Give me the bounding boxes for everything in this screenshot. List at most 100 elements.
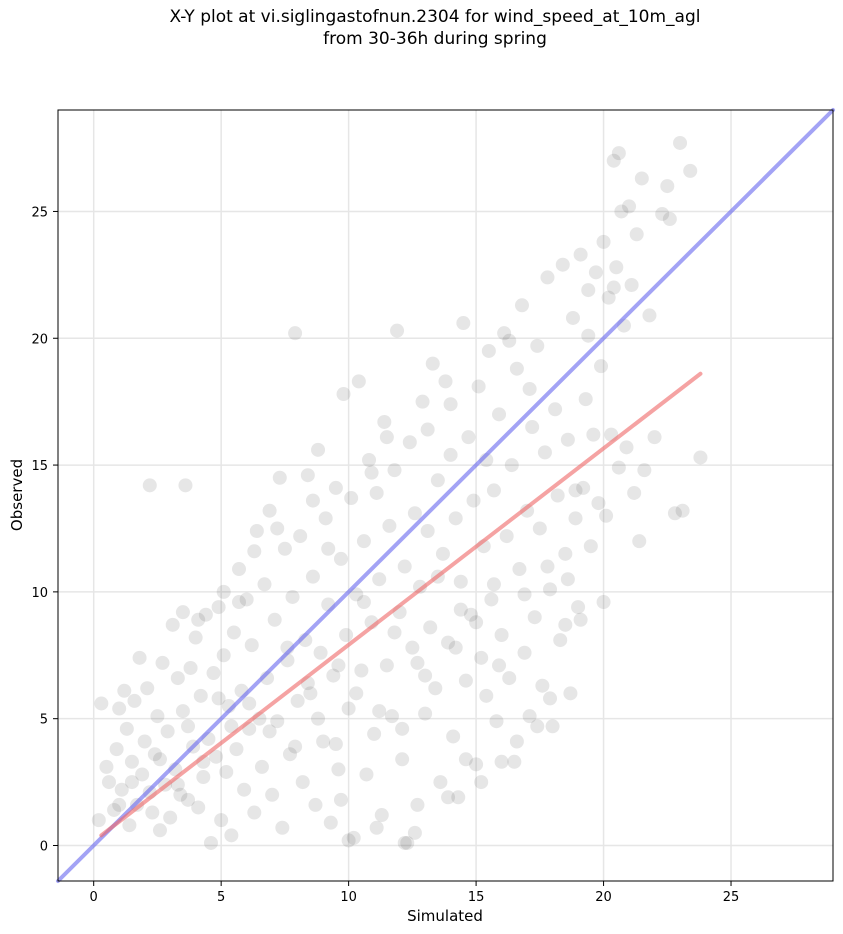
data-point bbox=[525, 420, 540, 435]
data-point bbox=[170, 671, 185, 686]
data-point bbox=[614, 204, 629, 219]
data-point bbox=[555, 257, 570, 272]
data-point bbox=[586, 427, 601, 442]
data-point bbox=[673, 135, 688, 150]
data-point bbox=[637, 463, 652, 478]
x-axis-label: Simulated bbox=[407, 907, 483, 925]
data-point bbox=[395, 752, 410, 767]
data-point bbox=[339, 627, 354, 642]
data-point bbox=[530, 719, 545, 734]
data-point bbox=[517, 587, 532, 602]
data-point bbox=[203, 835, 218, 850]
data-point bbox=[407, 506, 422, 521]
data-point bbox=[565, 310, 580, 325]
data-point bbox=[359, 767, 374, 782]
data-point bbox=[545, 719, 560, 734]
data-point bbox=[308, 797, 323, 812]
data-point bbox=[469, 757, 484, 772]
data-point bbox=[428, 681, 443, 696]
data-point bbox=[367, 726, 382, 741]
data-point bbox=[122, 818, 137, 833]
data-point bbox=[145, 805, 160, 820]
data-point bbox=[423, 620, 438, 635]
data-point bbox=[499, 529, 514, 544]
data-point bbox=[232, 562, 247, 577]
data-point bbox=[486, 577, 501, 592]
data-point bbox=[117, 683, 132, 698]
chart-subtitle: from 30-36h during spring bbox=[323, 29, 547, 49]
data-point bbox=[372, 704, 387, 719]
data-point bbox=[193, 688, 208, 703]
data-point bbox=[387, 625, 402, 640]
data-point bbox=[667, 506, 682, 521]
data-point bbox=[405, 640, 420, 655]
data-point bbox=[448, 511, 463, 526]
data-point bbox=[606, 280, 621, 295]
data-point bbox=[275, 820, 290, 835]
data-point bbox=[642, 308, 657, 323]
data-point bbox=[206, 666, 221, 681]
data-point bbox=[237, 782, 252, 797]
data-point bbox=[224, 828, 239, 843]
y-tick-label: 25 bbox=[31, 205, 48, 220]
data-point bbox=[313, 645, 328, 660]
data-point bbox=[244, 638, 259, 653]
data-point bbox=[591, 496, 606, 511]
data-point bbox=[333, 551, 348, 566]
data-point bbox=[573, 247, 588, 262]
data-point bbox=[588, 265, 603, 280]
data-point bbox=[441, 790, 456, 805]
data-point bbox=[471, 379, 486, 394]
data-point bbox=[624, 277, 639, 292]
data-point bbox=[522, 381, 537, 396]
data-point bbox=[497, 326, 512, 341]
data-point bbox=[369, 485, 384, 500]
data-point bbox=[390, 323, 405, 338]
x-tick-label: 10 bbox=[340, 890, 357, 905]
data-point bbox=[438, 374, 453, 389]
data-point bbox=[568, 511, 583, 526]
grid-lines bbox=[58, 110, 833, 881]
y-axis-label: Observed bbox=[8, 459, 26, 531]
data-point bbox=[224, 719, 239, 734]
data-point bbox=[522, 709, 537, 724]
data-point bbox=[520, 503, 535, 518]
data-point bbox=[321, 541, 336, 556]
data-point bbox=[181, 719, 196, 734]
data-point bbox=[599, 508, 614, 523]
data-point bbox=[540, 270, 555, 285]
data-point bbox=[163, 810, 178, 825]
data-point bbox=[558, 617, 573, 632]
data-point bbox=[571, 600, 586, 615]
data-point bbox=[112, 797, 127, 812]
data-point bbox=[112, 701, 127, 716]
data-point bbox=[178, 478, 193, 493]
data-point bbox=[683, 163, 698, 178]
data-point bbox=[254, 759, 269, 774]
data-point bbox=[410, 797, 425, 812]
data-point bbox=[402, 435, 417, 450]
data-point bbox=[611, 146, 626, 161]
data-point bbox=[318, 511, 333, 526]
data-point bbox=[512, 562, 527, 577]
data-point bbox=[349, 686, 364, 701]
data-point bbox=[622, 199, 637, 214]
data-point bbox=[576, 480, 591, 495]
x-axis-ticks: 0 5 10 15 20 25 bbox=[90, 881, 739, 905]
data-point bbox=[344, 491, 359, 506]
data-point bbox=[443, 447, 458, 462]
data-point bbox=[407, 825, 422, 840]
data-point bbox=[601, 290, 616, 305]
data-point bbox=[303, 686, 318, 701]
data-point bbox=[451, 790, 466, 805]
data-point bbox=[356, 595, 371, 610]
data-point bbox=[629, 227, 644, 242]
data-point bbox=[214, 813, 229, 828]
data-point bbox=[300, 468, 315, 483]
data-point bbox=[277, 541, 292, 556]
data-point bbox=[583, 539, 598, 554]
data-point bbox=[354, 663, 369, 678]
data-point bbox=[387, 463, 402, 478]
data-point bbox=[155, 655, 170, 670]
